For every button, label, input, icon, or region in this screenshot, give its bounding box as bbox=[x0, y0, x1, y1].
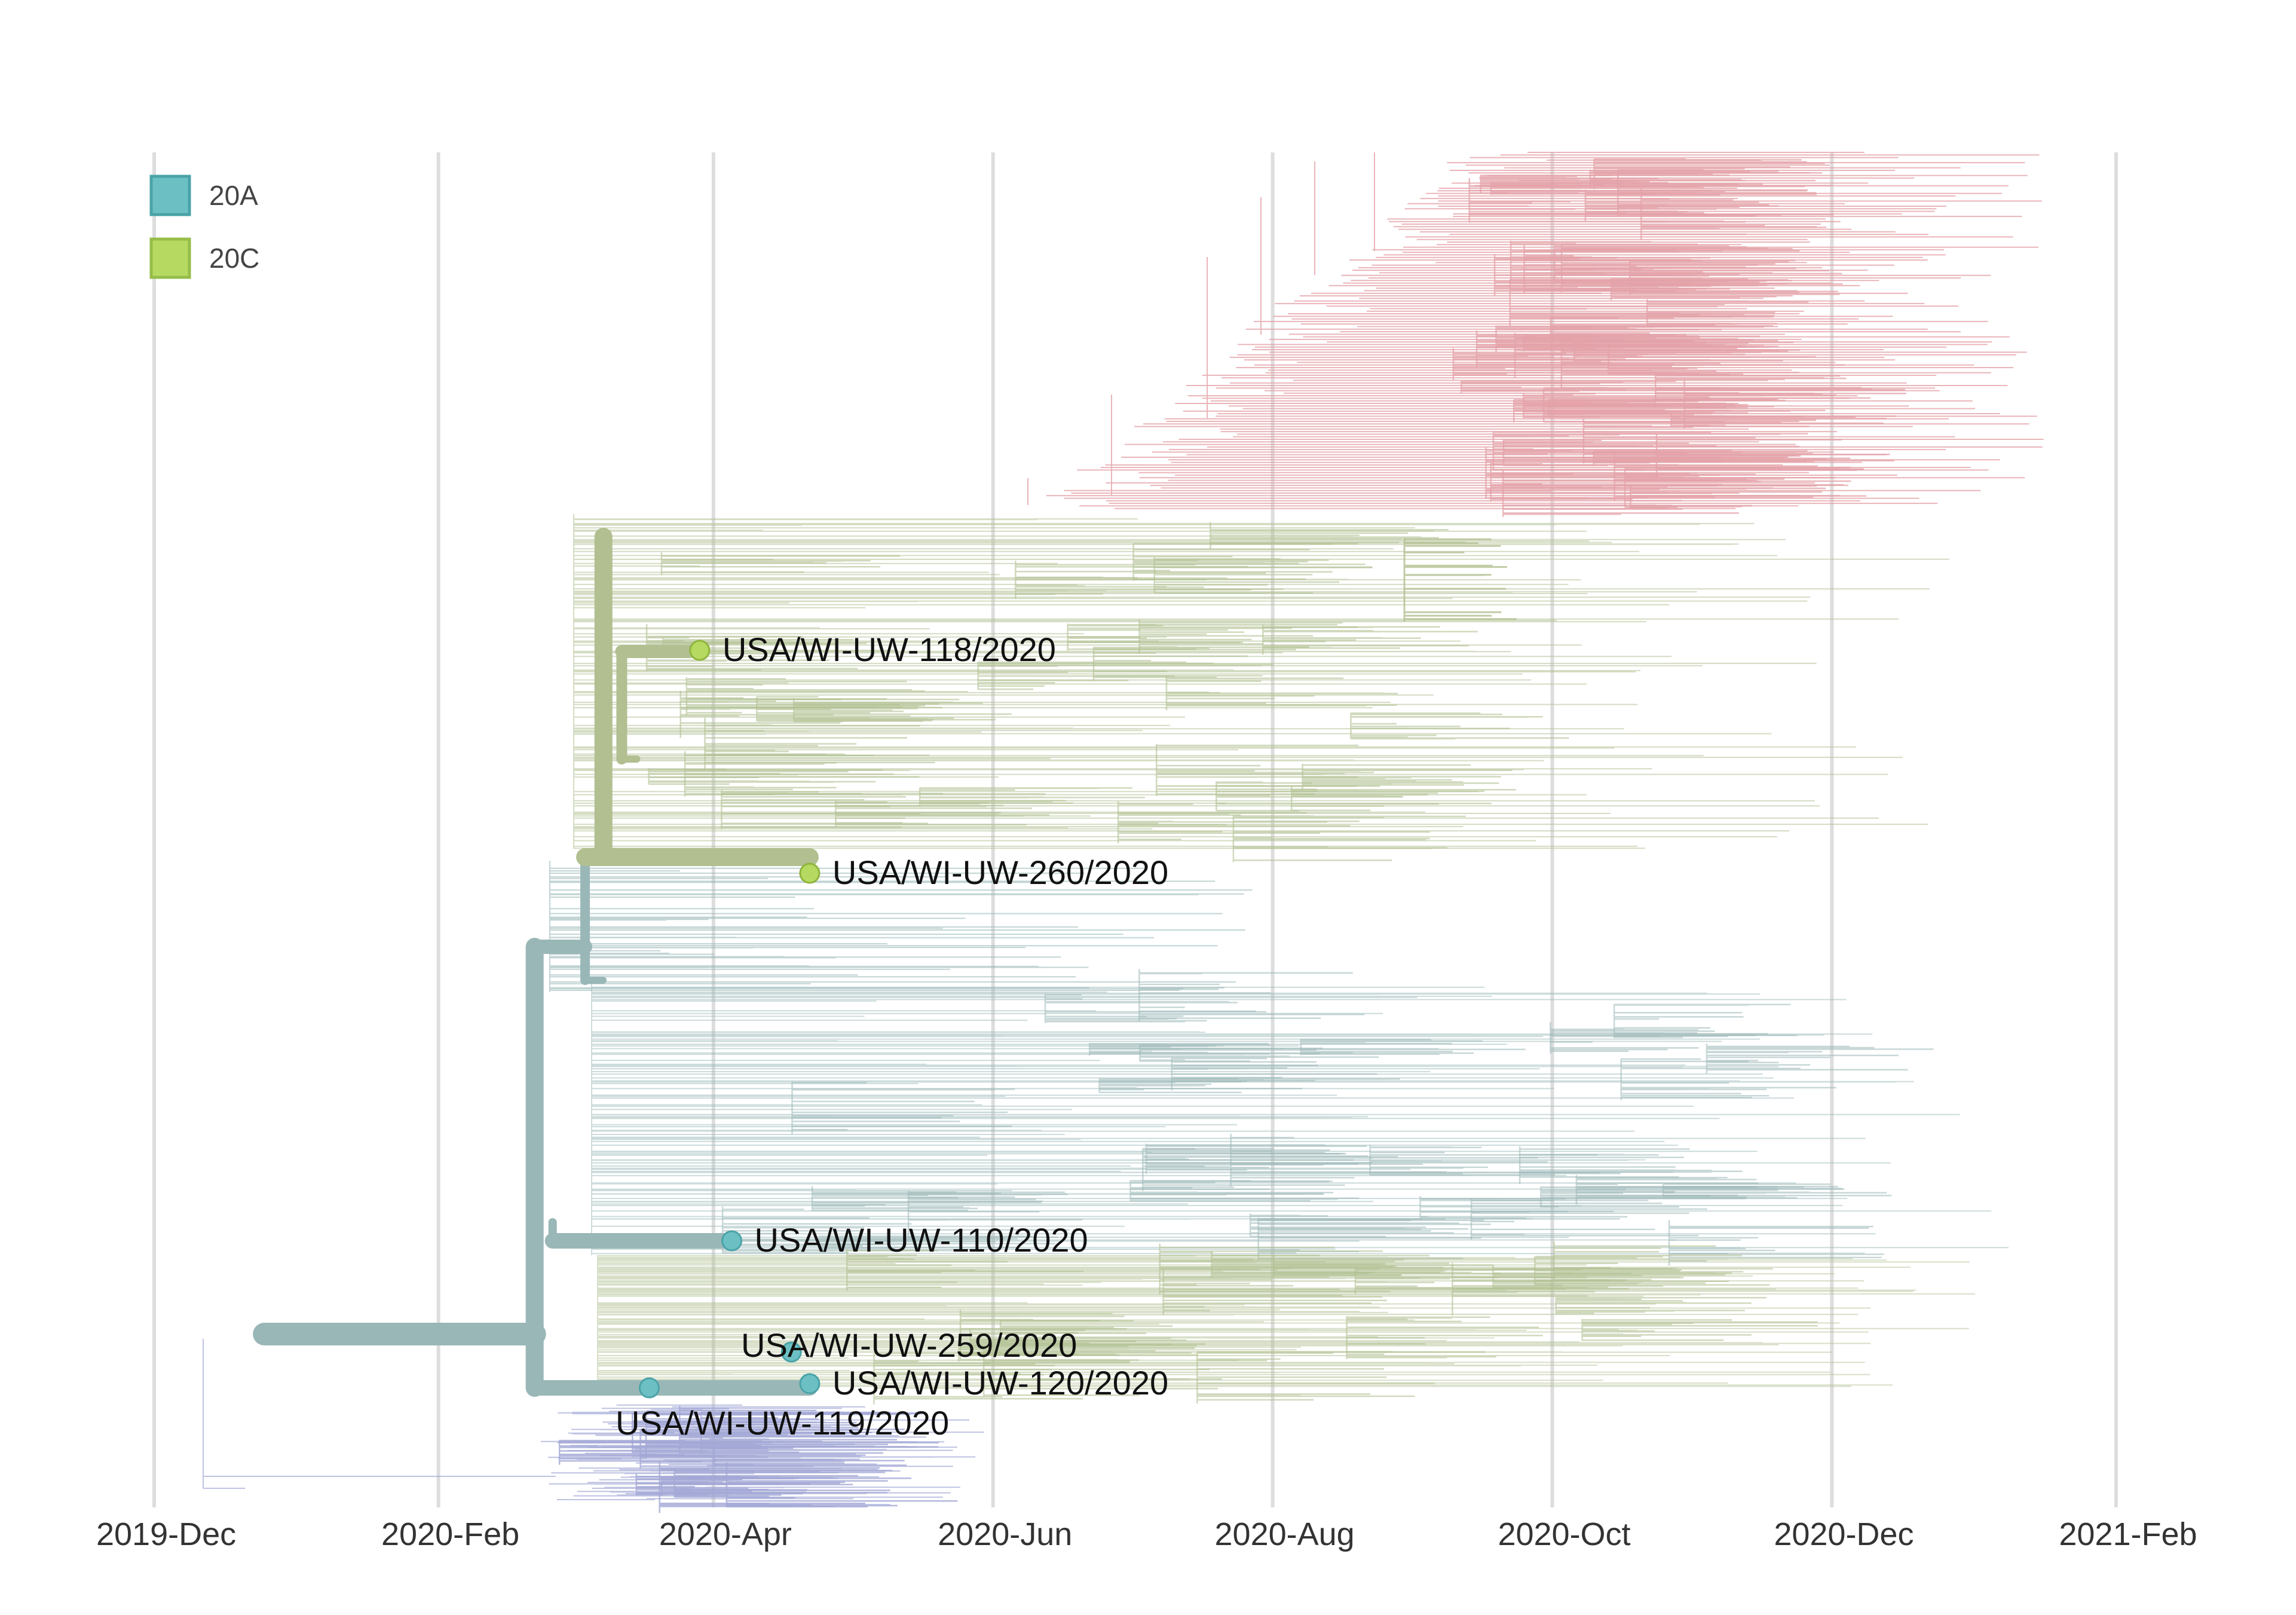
subclade-bush bbox=[660, 552, 901, 575]
subclade-bush bbox=[1165, 675, 1398, 711]
subclade-bush bbox=[1354, 1268, 1588, 1295]
tip-marker bbox=[780, 1341, 802, 1363]
subclade-bush bbox=[1492, 431, 1712, 471]
x-tick-label: 2021-Feb bbox=[2059, 1516, 2197, 1552]
subclade-bush bbox=[1196, 1351, 1435, 1404]
subclade-bush bbox=[685, 677, 925, 715]
subclade-bush bbox=[639, 1429, 866, 1469]
legend: 20A 20C bbox=[149, 175, 259, 279]
subclade-bush bbox=[1620, 1058, 1836, 1100]
subclade-bush bbox=[1589, 169, 1816, 189]
subclade-bush bbox=[982, 1348, 1222, 1396]
subclade-bush bbox=[1210, 522, 1449, 549]
subclade-bush bbox=[811, 1186, 1042, 1212]
subclade-bush bbox=[1403, 538, 1517, 622]
x-tick-label: 2020-Jun bbox=[938, 1516, 1072, 1552]
tip-label: USA/WI-UW-119/2020 bbox=[616, 1404, 949, 1442]
legend-swatch bbox=[149, 237, 191, 279]
subclade-bush bbox=[977, 661, 1214, 690]
subclade-bush bbox=[969, 1328, 1205, 1348]
highlighted-tips: USA/WI-UW-118/2020 USA/WI-UW-260/2020 USA/… bbox=[616, 631, 1168, 1442]
subclade-bush bbox=[1624, 467, 1863, 508]
x-tick-label: 2020-Oct bbox=[1498, 1516, 1630, 1552]
subclade-bush bbox=[1067, 623, 1293, 651]
subclade-bush bbox=[1346, 1316, 1543, 1359]
subclade-bush bbox=[1475, 330, 1711, 367]
tip-label: USA/WI-UW-259/2020 bbox=[741, 1326, 1077, 1364]
subclade-bush bbox=[1171, 1057, 1400, 1091]
subclade-bush bbox=[1139, 1044, 1379, 1062]
subclade-bush bbox=[1555, 1296, 1767, 1315]
subclade-bush bbox=[1470, 1199, 1707, 1240]
subclade-bush bbox=[1510, 240, 1744, 282]
subclade-bush bbox=[1490, 181, 1725, 195]
subclade-bush bbox=[1249, 1213, 1459, 1237]
legend-swatch bbox=[149, 175, 191, 216]
x-tick-label: 2020-Apr bbox=[659, 1516, 792, 1552]
subclade-bush bbox=[1668, 1220, 1884, 1266]
subclade-bush bbox=[1610, 278, 1843, 301]
background-branches bbox=[203, 152, 2044, 1513]
subclade-bush bbox=[1581, 1319, 1818, 1341]
tip-marker bbox=[799, 1373, 821, 1394]
tip-label: USA/WI-UW-118/2020 bbox=[723, 631, 1056, 668]
subclade-bush bbox=[684, 751, 920, 797]
tip-marker bbox=[799, 862, 821, 884]
subclade-bush bbox=[1138, 969, 1365, 1021]
subclade-bush bbox=[791, 1081, 1015, 1134]
highlighted-lineage-branches bbox=[253, 528, 819, 1397]
pink-clade-branches bbox=[1027, 152, 2044, 509]
subclade-bush bbox=[1646, 299, 1809, 327]
subclade-bush bbox=[1015, 561, 1251, 599]
subclade-bush bbox=[1575, 1174, 1804, 1205]
subclade-bush bbox=[846, 1249, 1084, 1291]
legend-label: 20A bbox=[209, 180, 258, 211]
tip-marker bbox=[689, 640, 711, 661]
tip-label: USA/WI-UW-260/2020 bbox=[832, 854, 1168, 891]
background-branch bbox=[549, 861, 1253, 992]
subclade-bush bbox=[1460, 380, 1676, 394]
subclade-bush bbox=[1262, 625, 1478, 655]
subclade-bush bbox=[873, 1353, 1083, 1405]
subclade-bush bbox=[635, 1473, 803, 1495]
subclade-bush bbox=[1550, 1022, 1756, 1054]
subclade-bush bbox=[1706, 1044, 1934, 1074]
subclade-bush bbox=[1542, 387, 1748, 423]
x-tick-label: 2020-Aug bbox=[1215, 1516, 1355, 1552]
subclade-bush bbox=[1302, 764, 1513, 790]
subclade-bush bbox=[919, 787, 1145, 806]
subclade-bush bbox=[1670, 413, 1897, 427]
tip-label: USA/WI-UW-120/2020 bbox=[832, 1364, 1168, 1402]
subclade-bush bbox=[1573, 340, 1801, 362]
legend-label: 20C bbox=[209, 243, 259, 274]
x-axis-tick-labels: 2019-Dec 2020-Feb 2020-Apr 2020-Jun 2020-Aug… bbox=[96, 1516, 2197, 1552]
x-tick-label: 2019-Dec bbox=[96, 1516, 236, 1552]
subclade-bush bbox=[1290, 787, 1516, 812]
subclade-bush bbox=[1159, 1243, 1395, 1295]
subclade-bush bbox=[1232, 815, 1466, 862]
subclade-bush bbox=[721, 1206, 953, 1254]
subclade-bush bbox=[1155, 744, 1380, 796]
subclade-bush bbox=[721, 790, 943, 830]
subclade-bush bbox=[1145, 1143, 1367, 1174]
tip-marker bbox=[638, 1377, 660, 1399]
x-tick-label: 2020-Feb bbox=[381, 1516, 519, 1552]
tip-marker bbox=[721, 1230, 743, 1252]
tip-label: USA/WI-UW-110/2020 bbox=[755, 1221, 1088, 1259]
background-branch bbox=[597, 1255, 1976, 1387]
subclade-bush bbox=[1534, 1256, 1770, 1286]
subclade-bush bbox=[907, 1190, 1083, 1239]
subclade-bush bbox=[1153, 557, 1373, 594]
subclade-bush bbox=[1300, 1039, 1526, 1056]
subclade-bush bbox=[1350, 712, 1569, 740]
subclade-bush bbox=[659, 1462, 898, 1513]
subclade-bush bbox=[1369, 1145, 1600, 1176]
subclade-bush bbox=[1593, 450, 1808, 464]
x-tick-label: 2020-Dec bbox=[1774, 1516, 1914, 1552]
subclade-bush bbox=[1117, 801, 1351, 843]
subclade-bush bbox=[704, 717, 935, 770]
